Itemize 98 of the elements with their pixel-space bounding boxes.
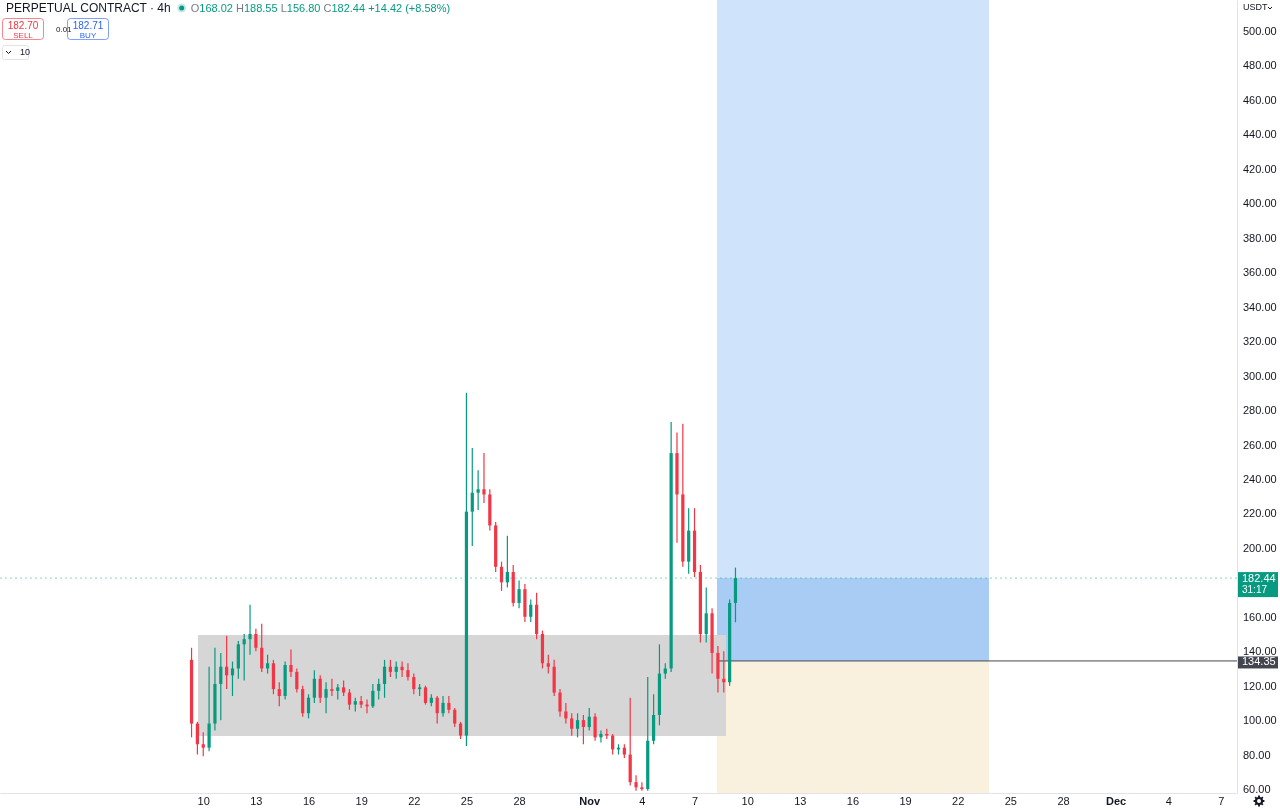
candlestick [587,707,591,732]
y-tick-label: 100.00 [1243,714,1277,727]
candlestick [634,774,638,792]
candlestick [254,628,258,652]
y-tick-label: 280.00 [1243,404,1277,417]
y-tick-label: 380.00 [1243,231,1277,244]
y-tick-label: 260.00 [1243,438,1277,451]
x-tick-label: 28 [513,794,526,807]
candlestick [219,652,223,721]
candlestick [330,678,334,697]
candlestick [575,712,580,738]
candlestick [248,604,252,656]
x-tick-label: 22 [408,794,421,807]
x-tick-label: Dec [1106,794,1127,807]
candlestick [529,598,533,623]
text: 31:17 [1242,583,1268,595]
candlestick [435,695,439,725]
annotation: 182.71 [72,19,104,31]
annotation: SELL [13,31,34,41]
candlestick [412,673,416,695]
x-tick-label: 10 [741,794,754,807]
x-tick-label: 25 [1004,794,1017,807]
candlestick [201,731,205,757]
candlestick [318,674,322,704]
y-tick-label: 500.00 [1243,25,1277,38]
candlestick [599,729,603,744]
candlestick [312,669,316,704]
annotation: 10 [20,46,31,57]
candlestick [260,623,264,673]
y-tick-label: 220.00 [1243,507,1277,520]
candlestick [441,695,445,718]
candlestick [382,659,387,699]
y-tick-label: 460.00 [1243,93,1277,106]
candlestick [371,683,375,709]
y-tick-label: 80.00 [1243,748,1271,761]
y-tick-label: 400.00 [1243,197,1277,210]
x-tick-label: 25 [460,794,474,807]
x-tick-label: 16 [302,794,316,807]
annotation: BUY [79,31,97,41]
candlestick [447,695,451,714]
y-tick-label: 420.00 [1243,162,1277,175]
x-tick-label: 28 [1057,794,1070,807]
y-tick-label: 60.00 [1243,783,1271,796]
x-tick-label: 16 [846,794,860,807]
candlestick [423,685,428,706]
candlestick [347,688,352,711]
x-tick-label: 4 [639,794,646,807]
y-tick-label: 240.00 [1243,472,1277,485]
candlestick [230,660,235,697]
candlestick [453,707,457,728]
y-axis-title: USDT [1243,2,1268,13]
candlestick [306,693,311,719]
x-tick-label: 10 [197,794,210,807]
x-tick-label: 22 [952,794,965,807]
candlestick [499,561,504,592]
y-tick-label: 300.00 [1243,369,1277,382]
candlestick [324,681,328,714]
candlestick [517,579,521,609]
candlestick [470,447,474,547]
candlestick [546,654,550,675]
chart-title: PERPETUAL CONTRACT · 4h [6,1,171,15]
x-tick-label: 19 [355,794,368,807]
x-tick-label: 4 [1165,794,1172,807]
candlestick [482,452,486,504]
y-tick-label: 360.00 [1243,266,1277,279]
y-tick-label: 120.00 [1243,679,1277,692]
annotation: 0.01 [56,25,73,35]
x-tick-label: 13 [250,794,263,807]
x-tick-label: 7 [1218,794,1225,807]
candlestick [581,714,586,745]
candlestick [593,712,597,742]
candlestick [406,662,410,682]
y-tick-label: 320.00 [1243,335,1277,348]
candlestick [558,688,562,718]
text: O168.02 H188.55 L156.80 C182.44 +14.42 (+8.58%) [190,2,451,14]
y-tick-label: 140.00 [1243,645,1277,658]
candlestick [377,678,381,701]
candlestick [400,660,404,678]
candlestick [476,469,480,511]
y-tick-label: 340.00 [1243,300,1277,313]
x-tick-label: 19 [899,794,912,807]
candlestick [505,535,509,589]
y-tick-label: 440.00 [1243,128,1277,141]
ref-line-label: 134.35 [1242,655,1276,668]
candlestick [289,648,293,678]
x-tick-label: 13 [794,794,807,807]
x-tick-label: Nov [579,794,602,807]
y-tick-label: 200.00 [1243,541,1277,554]
candlestick [277,681,281,707]
y-tick-label: 160.00 [1243,610,1277,623]
y-tick-label: 480.00 [1243,59,1277,72]
ref-line-label: 182.44 [1242,571,1276,584]
candlestick [295,667,299,694]
candlestick [570,712,574,737]
annotation: 182.70 [7,19,39,31]
candlestick [195,721,199,756]
x-tick-label: 7 [691,794,699,807]
candlestick [704,586,708,644]
